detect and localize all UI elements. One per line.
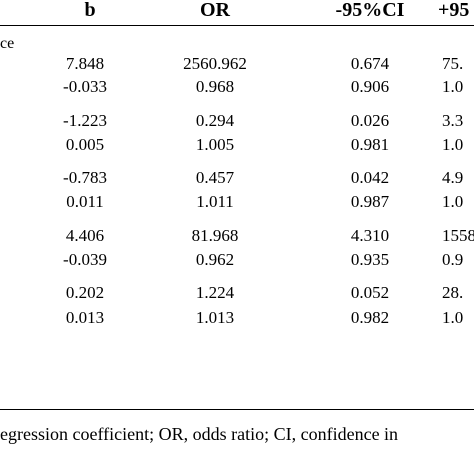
table-cell: 0.013 [65, 308, 105, 327]
table-cell: 1.0 [442, 192, 464, 211]
table-cell: 0.9 [442, 250, 464, 269]
table-cell: 4.406 [65, 226, 105, 245]
table-cell: 1.0 [442, 77, 464, 96]
table-cell: 75. [442, 54, 464, 73]
header-lower-ci: -95%CI [335, 0, 405, 21]
table-cell: 0.042 [350, 168, 390, 187]
table-cell: 1.013 [195, 308, 235, 327]
table-cell: 1.0 [442, 308, 464, 327]
table-cell: 4.310 [350, 226, 390, 245]
table-cell: 1.005 [195, 135, 235, 154]
table-cell: 0.294 [195, 111, 235, 130]
table-cell: 7.848 [65, 54, 105, 73]
header-upper-ci: +95 [438, 0, 470, 21]
table-cell: 1.224 [195, 283, 235, 302]
header-or: OR [200, 0, 230, 21]
table-cell: 3.3 [442, 111, 464, 130]
table-cell: 0.981 [350, 135, 390, 154]
table-cell: -0.033 [63, 77, 107, 96]
table-cell: 0.987 [350, 192, 390, 211]
footnote: egression coefficient; OR, odds ratio; C… [0, 424, 399, 444]
table-cell: 1.011 [196, 192, 234, 211]
table-header: b OR -95%CI +95 [0, 0, 474, 22]
table-cell: 0.026 [350, 111, 390, 130]
table-cell: 0.935 [350, 250, 390, 269]
table-cell: 0.202 [65, 283, 105, 302]
header-rule [0, 25, 474, 26]
table-cell: 0.457 [195, 168, 235, 187]
table-cell: 0.011 [66, 192, 104, 211]
table-cell: -0.039 [63, 250, 107, 269]
table-cell: 0.052 [350, 283, 390, 302]
table-cell: 2560.962 [183, 54, 247, 73]
table-cell: 4.9 [442, 168, 464, 187]
bottom-rule [0, 409, 474, 410]
table-cell: 0.968 [195, 77, 235, 96]
table-cell: 0.005 [65, 135, 105, 154]
header-b: b [84, 0, 96, 21]
table-cell: 0.982 [350, 308, 390, 327]
group-label: ce [0, 35, 15, 52]
table-cell: 0.674 [350, 54, 390, 73]
table-cell: -1.223 [63, 111, 107, 130]
table-cell: 0.906 [350, 77, 390, 96]
table-cell: 1.0 [442, 135, 464, 154]
table-cell: 1558 [442, 226, 474, 245]
table-cell: 28. [442, 283, 464, 302]
table-cell: -0.783 [63, 168, 107, 187]
table-cell: 81.968 [191, 226, 239, 245]
table-cell: 0.962 [195, 250, 235, 269]
